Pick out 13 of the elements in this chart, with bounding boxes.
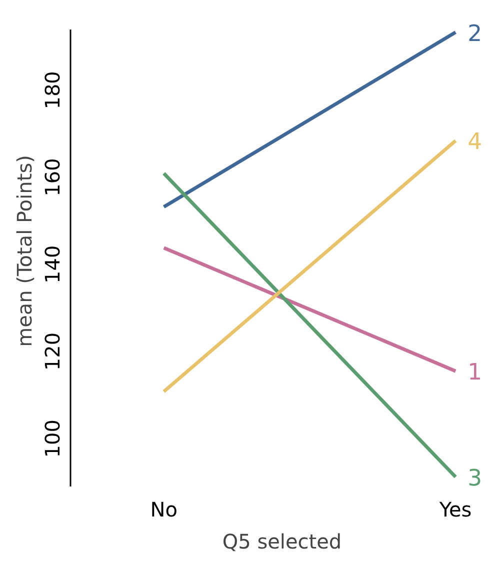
x-tick-label: Yes <box>438 498 472 522</box>
series-label: 1 <box>468 360 482 386</box>
y-tick-label: 100 <box>40 419 64 458</box>
y-axis-title: mean (Total Points) <box>12 155 36 347</box>
x-tick-label: No <box>150 498 178 522</box>
y-tick-label: 120 <box>40 332 64 371</box>
y-tick-label: 140 <box>40 245 64 284</box>
series-label: 2 <box>468 20 482 47</box>
series-label: 3 <box>468 465 482 492</box>
series-label: 4 <box>468 129 482 156</box>
y-tick-label: 180 <box>40 71 64 110</box>
x-axis-title: Q5 selected <box>222 530 342 554</box>
y-tick-label: 160 <box>40 158 64 196</box>
